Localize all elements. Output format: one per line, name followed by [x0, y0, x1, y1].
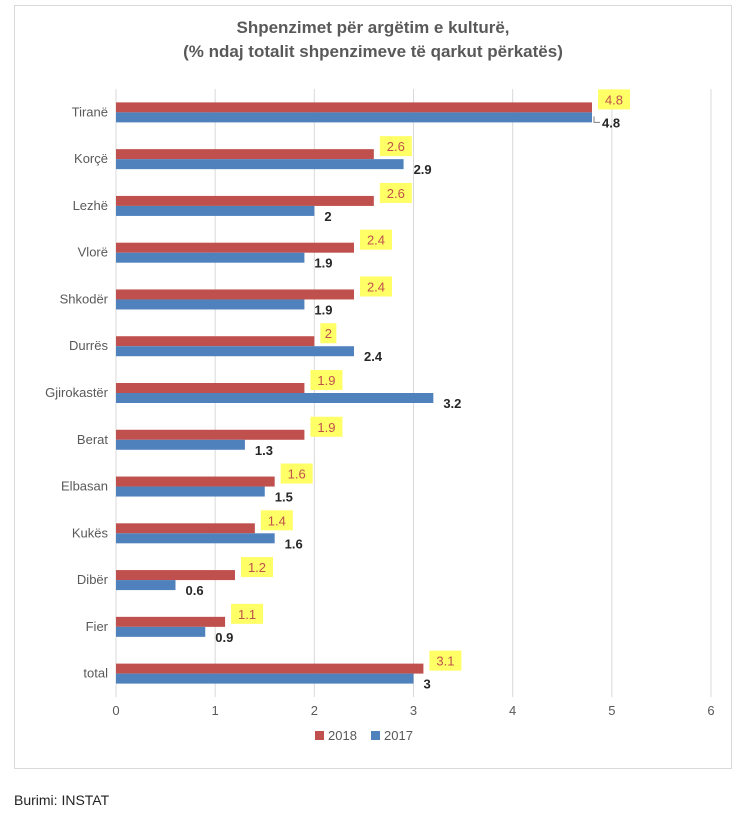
- data-label-2017: 1.3: [255, 443, 273, 458]
- x-tick-label-4: 4: [509, 703, 516, 718]
- bar-2017: [116, 673, 414, 684]
- x-tick-label-3: 3: [410, 703, 417, 718]
- bar-2017: [116, 299, 305, 310]
- x-tick-label-6: 6: [707, 703, 714, 718]
- data-label-2018: 1.9: [317, 420, 335, 435]
- data-label-2017: 3: [424, 677, 431, 692]
- category-label: Gjirokastër: [45, 385, 109, 400]
- data-label-2018: 2.6: [387, 186, 405, 201]
- data-label-2017: 1.9: [314, 302, 332, 317]
- category-label: Kukës: [72, 525, 109, 540]
- bar-2018: [116, 476, 275, 487]
- data-label-2017: 2.4: [364, 349, 383, 364]
- data-label-2018-bg: [360, 229, 392, 250]
- data-label-2018: 1.9: [317, 373, 335, 388]
- bar-2018: [116, 242, 354, 253]
- bar-2018: [116, 429, 305, 440]
- data-label-2018-bg: [360, 276, 392, 297]
- chart-frame: Shpenzimet për argëtim e kulturë, (% nda…: [14, 5, 732, 769]
- category-label: Korçë: [74, 151, 108, 166]
- data-label-2017: 0.6: [186, 583, 204, 598]
- x-tick-label-0: 0: [112, 703, 119, 718]
- data-label-2018-bg: [260, 510, 293, 531]
- category-label: Vlorë: [78, 245, 108, 260]
- bar-2018: [116, 383, 305, 393]
- chart: Shpenzimet për argëtim e kulturë, (% nda…: [45, 18, 714, 743]
- legend-label-2017: 2017: [384, 728, 413, 743]
- category-label: Berat: [77, 432, 108, 447]
- data-label-2018: 1.6: [288, 467, 306, 482]
- chart-title-line-2: (% ndaj totalit shpenzimeve të qarkut pë…: [183, 42, 563, 61]
- data-label-2018-bg: [379, 182, 412, 203]
- data-label-2017: 0.9: [215, 630, 233, 645]
- bar-2017: [116, 205, 315, 216]
- bar-2017: [116, 393, 434, 403]
- legend-swatch-2017: [371, 731, 380, 740]
- data-label-2018: 3.1: [436, 654, 454, 669]
- data-label-2017: 1.6: [285, 536, 303, 551]
- data-label-2017: 4.8: [602, 115, 620, 130]
- data-label-2018: 2.4: [367, 233, 385, 248]
- data-label-2018-bg: [280, 463, 313, 484]
- data-label-2018: 2.6: [387, 139, 405, 154]
- data-label-2017: 1.5: [275, 490, 293, 505]
- category-label: total: [83, 666, 108, 681]
- bar-2018: [116, 570, 235, 581]
- bar-2017: [116, 439, 245, 450]
- data-label-2018: 1.4: [268, 513, 286, 528]
- data-label-2018: 1.2: [248, 560, 266, 575]
- bar-2017: [116, 346, 354, 357]
- bar-2017: [116, 533, 275, 544]
- legend-label-2018: 2018: [328, 728, 357, 743]
- source-note: Burimi: INSTAT: [14, 792, 110, 808]
- data-label-2017: 2.9: [414, 162, 432, 177]
- bar-2018: [116, 195, 374, 206]
- legend-swatch-2018: [315, 731, 324, 740]
- x-tick-label-5: 5: [608, 703, 615, 718]
- category-label: Lezhë: [73, 198, 108, 213]
- category-label: Dibër: [77, 572, 109, 587]
- bar-2017: [116, 159, 404, 170]
- chart-title: Shpenzimet për argëtim e kulturë, (% nda…: [183, 18, 563, 61]
- category-label: Shkodër: [60, 291, 109, 306]
- bar-2018: [116, 149, 374, 160]
- chart-title-line-1: Shpenzimet për argëtim e kulturë,: [236, 18, 509, 37]
- data-label-2018: 2: [325, 326, 332, 341]
- category-label: Elbasan: [61, 479, 108, 494]
- data-label-2018: 1.1: [238, 607, 256, 622]
- data-label-2017: 2: [324, 209, 331, 224]
- bar-2018: [116, 289, 354, 300]
- category-label: Durrës: [69, 338, 109, 353]
- data-label-2017: 3.2: [443, 396, 461, 411]
- bar-2018: [116, 102, 592, 113]
- x-tick-label-2: 2: [311, 703, 318, 718]
- data-label-2018-bg: [231, 603, 264, 624]
- data-label-2017: 1.9: [314, 256, 332, 271]
- bar-2017: [116, 252, 305, 263]
- data-label-2018-bg: [320, 323, 337, 344]
- data-label-2018-bg: [310, 370, 343, 390]
- data-label-2018-bg: [429, 650, 462, 671]
- bar-2018: [116, 523, 255, 534]
- data-label-2017-leader: [593, 116, 600, 123]
- data-label-2018: 4.8: [605, 92, 623, 107]
- x-tick-label-1: 1: [212, 703, 219, 718]
- bar-2017: [116, 626, 206, 637]
- data-label-2018-bg: [241, 557, 273, 578]
- bar-2017: [116, 486, 265, 497]
- data-label-2018-bg: [598, 89, 630, 110]
- bar-2017: [116, 580, 176, 591]
- data-label-2018: 2.4: [367, 279, 385, 294]
- category-label: Tiranë: [72, 104, 108, 119]
- bar-2018: [116, 616, 226, 627]
- data-label-2018-bg: [310, 416, 343, 437]
- bar-2017: [116, 112, 592, 123]
- bar-2018: [116, 663, 424, 674]
- bar-2018: [116, 336, 315, 347]
- category-label: Fier: [86, 619, 109, 634]
- data-label-2018-bg: [379, 136, 412, 157]
